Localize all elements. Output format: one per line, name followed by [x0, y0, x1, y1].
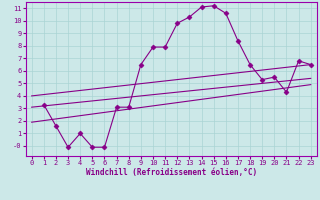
- X-axis label: Windchill (Refroidissement éolien,°C): Windchill (Refroidissement éolien,°C): [86, 168, 257, 177]
